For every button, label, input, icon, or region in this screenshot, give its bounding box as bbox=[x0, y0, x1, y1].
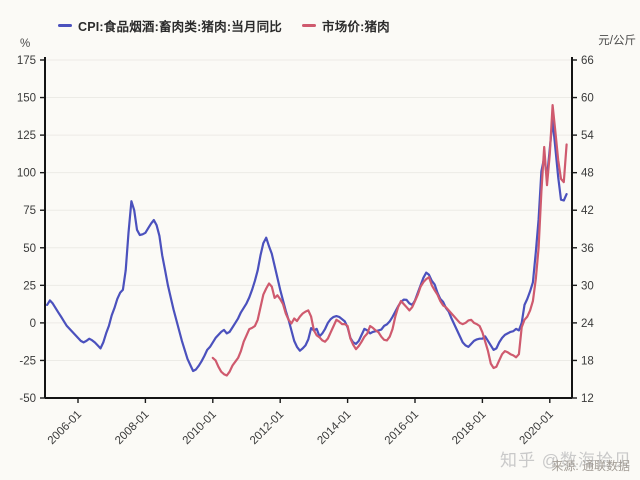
x-axis: 2006-01 2008-01 2010-01 2012-01 2014-01 2016-… bbox=[46, 398, 556, 447]
x-tick-label: 2006-01 bbox=[46, 409, 84, 447]
y-right-tick-label: 42 bbox=[581, 205, 594, 217]
legend-item-market-price-pork[interactable]: 市场价:猪肉 bbox=[302, 16, 390, 35]
y-left-tick-label: 25 bbox=[23, 280, 36, 292]
x-tick-label: 2018-01 bbox=[450, 409, 488, 447]
watermark: 知乎 @数海拾贝 来源: 通联数据 bbox=[500, 446, 632, 473]
y-right-tick-label: 36 bbox=[581, 243, 594, 255]
y-axis-right: 66 60 54 48 42 36 30 24 18 12 bbox=[572, 55, 594, 405]
y-left-tick-label: 175 bbox=[17, 55, 36, 67]
market-price-line-swatch bbox=[302, 24, 316, 27]
x-tick-label: 2008-01 bbox=[113, 409, 151, 447]
y-right-tick-label: 60 bbox=[581, 93, 594, 105]
left-axis-unit: % bbox=[20, 38, 31, 50]
y-left-tick-label: -50 bbox=[19, 393, 36, 405]
zhihu-watermark: 知乎 @数海拾贝 bbox=[500, 451, 632, 470]
source-attribution: 来源: 通联数据 bbox=[551, 459, 630, 473]
legend-label-market-price-pork: 市场价:猪肉 bbox=[322, 20, 390, 34]
series-line-market-price-pork bbox=[211, 103, 568, 377]
right-axis-unit: 元/公斤 bbox=[598, 35, 636, 47]
y-left-tick-label: 150 bbox=[17, 93, 36, 105]
y-right-tick-label: 24 bbox=[581, 318, 594, 330]
axis-lines bbox=[44, 57, 573, 399]
legend: CPI:食品烟酒:畜肉类:猪肉:当月同比 市场价:猪肉 bbox=[58, 16, 390, 35]
y-right-tick-label: 30 bbox=[581, 280, 594, 292]
legend-item-cpi-pork-yoy[interactable]: CPI:食品烟酒:畜肉类:猪肉:当月同比 bbox=[58, 16, 282, 35]
x-tick-label: 2012-01 bbox=[248, 409, 286, 447]
x-tick-label: 2010-01 bbox=[181, 409, 219, 447]
legend-label-cpi-pork-yoy: CPI:食品烟酒:畜肉类:猪肉:当月同比 bbox=[78, 20, 282, 34]
grid-lines bbox=[45, 59, 572, 361]
y-left-tick-label: -25 bbox=[19, 355, 36, 367]
cpi-line-swatch bbox=[58, 24, 72, 27]
y-left-tick-label: 125 bbox=[17, 130, 36, 142]
y-right-tick-label: 12 bbox=[581, 393, 594, 405]
y-left-tick-label: 75 bbox=[23, 205, 36, 217]
y-right-tick-label: 48 bbox=[581, 168, 594, 180]
series-line-cpi-pork-yoy bbox=[45, 118, 568, 373]
y-left-tick-label: 100 bbox=[17, 168, 36, 180]
y-right-tick-label: 18 bbox=[581, 355, 594, 367]
x-tick-label: 2020-01 bbox=[518, 409, 556, 447]
y-right-tick-label: 54 bbox=[581, 130, 594, 142]
x-tick-label: 2016-01 bbox=[383, 409, 421, 447]
y-left-tick-label: 50 bbox=[23, 243, 36, 255]
x-tick-label: 2014-01 bbox=[315, 409, 353, 447]
y-axis-left: 175 150 125 100 75 50 25 0 -25 -50 bbox=[17, 55, 45, 405]
y-right-tick-label: 66 bbox=[581, 55, 594, 67]
y-left-tick-label: 0 bbox=[30, 318, 36, 330]
